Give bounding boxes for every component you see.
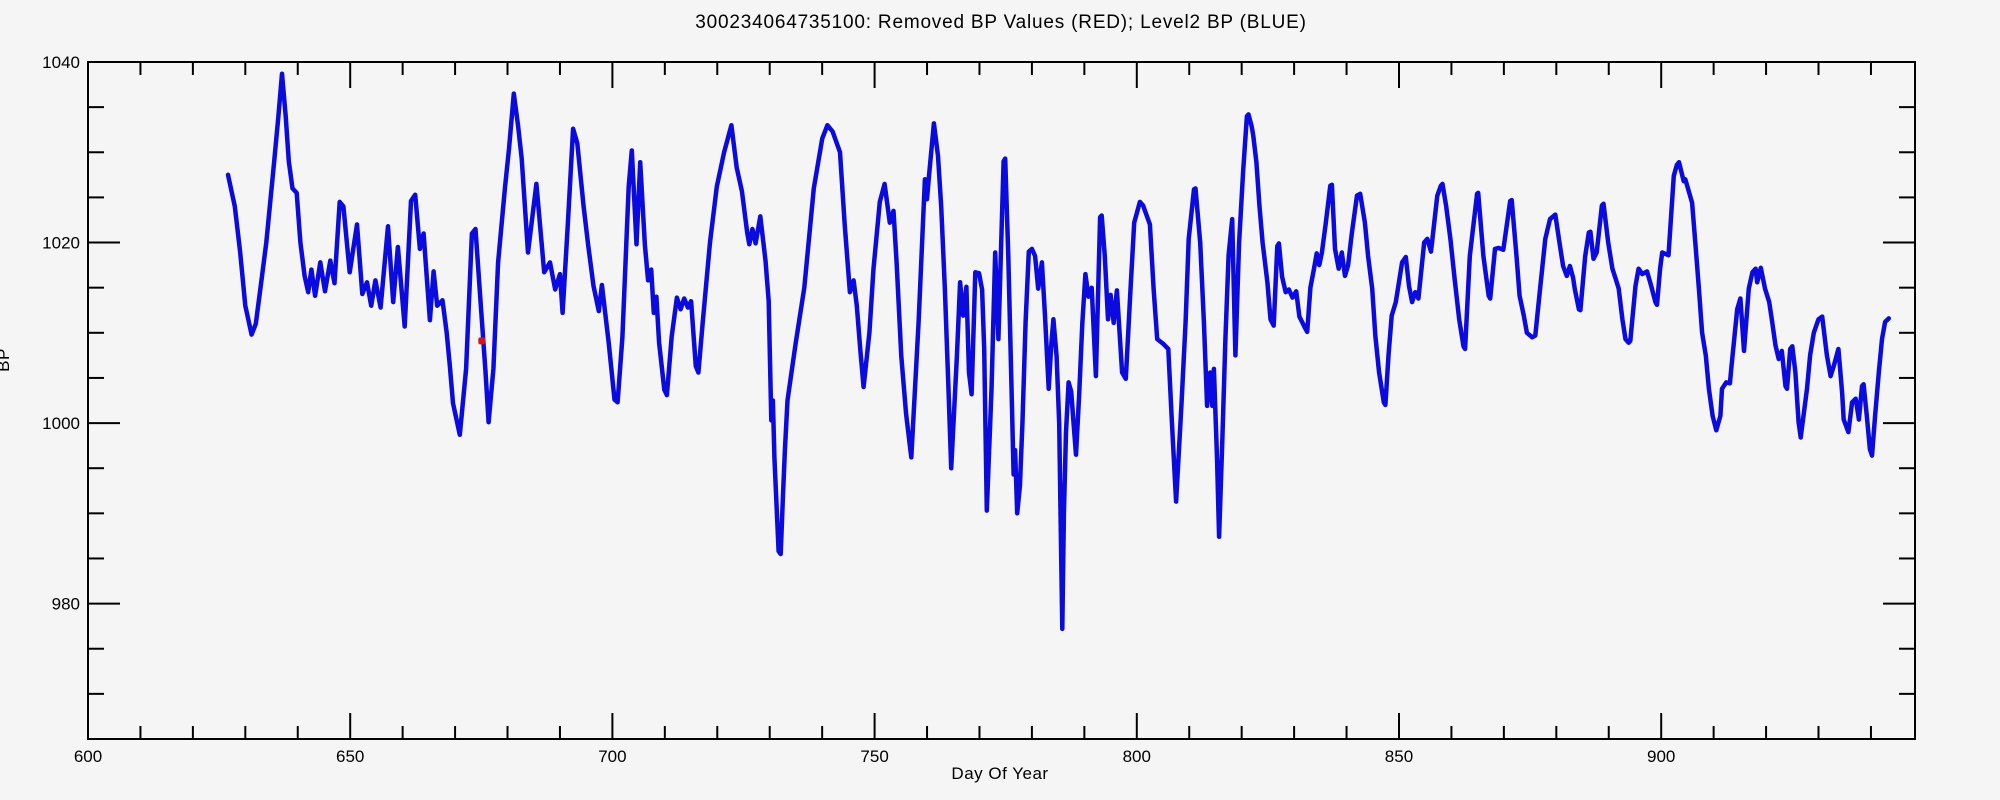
x-tick-label: 650 [336, 747, 364, 766]
x-tick-label: 750 [860, 747, 888, 766]
x-tick-label: 700 [598, 747, 626, 766]
x-tick-label: 900 [1647, 747, 1675, 766]
x-tick-label: 850 [1385, 747, 1413, 766]
plot-title: 300234064735100: Removed BP Values (RED)… [695, 12, 1307, 33]
y-tick-label: 1000 [42, 414, 80, 433]
y-tick-label: 1040 [42, 53, 80, 72]
x-tick-label: 600 [74, 747, 102, 766]
y-tick-label: 980 [52, 595, 80, 614]
removed-bp-point [478, 337, 486, 345]
level2-bp-trace [225, 71, 1892, 632]
x-tick-label: 800 [1123, 747, 1151, 766]
y-tick-label: 1020 [42, 234, 80, 253]
x-axis-label: Day Of Year [951, 764, 1049, 783]
